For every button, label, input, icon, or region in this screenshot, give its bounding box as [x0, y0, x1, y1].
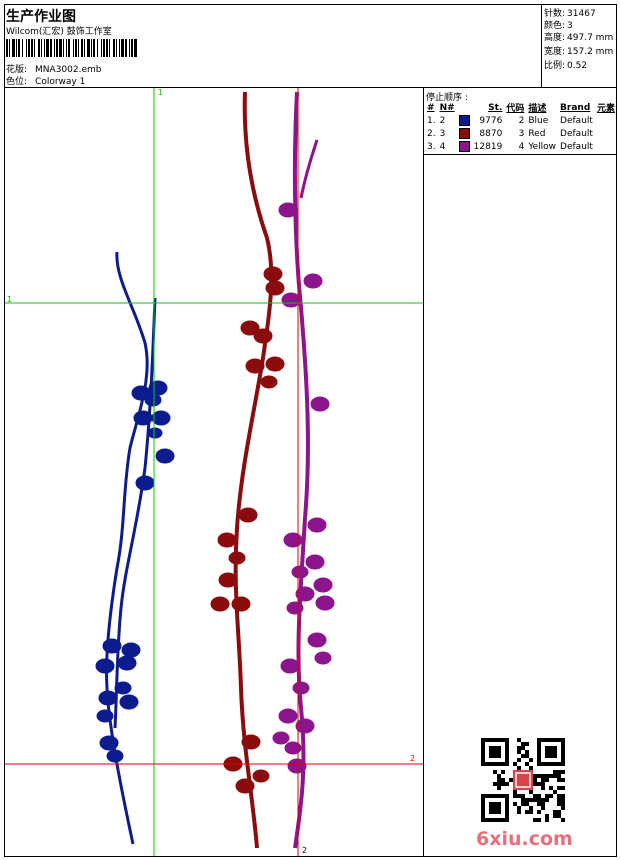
colorway-value: Colorway 1: [35, 77, 86, 87]
embroidery-preview: [5, 88, 423, 856]
stat-stitches: 针数: 31467: [544, 9, 596, 19]
table-row: 2. 3 8870 3 Red Default: [427, 128, 593, 139]
green-vertical-label: 1: [158, 88, 164, 97]
col-swatch: [457, 101, 472, 114]
table-row: 1. 2 9776 2 Blue Default: [427, 115, 593, 126]
col-description: 描述: [528, 104, 547, 114]
stat-scale: 比例: 0.52: [544, 61, 588, 71]
table-row: 3. 4 12819 4 Yellow Default: [427, 141, 593, 152]
stat-width: 宽度: 157.2 mm: [544, 47, 614, 57]
red-vertical-label: 2: [302, 846, 308, 855]
panel-divider: [423, 154, 617, 155]
colorway-label: 色位:: [6, 77, 28, 87]
colorway-line: 色位: Colorway 1: [6, 74, 85, 87]
color-swatch: [458, 141, 470, 152]
stop-sequence-panel: [423, 87, 617, 857]
stop-sequence-title: 停止顺序 :: [426, 93, 468, 103]
col-index: #: [427, 102, 435, 113]
green-horizontal-label: 1: [7, 295, 13, 304]
purple-vine: [272, 91, 335, 849]
col-stitches: St.: [488, 102, 503, 113]
col-code: 代码: [506, 104, 525, 114]
stop-sequence-table: # N# St. 代码 描述 Brand 元素 1. 2 9776 2 Blue…: [425, 101, 617, 153]
design-value: MNA3002.emb: [35, 65, 102, 75]
table-header-row: # N# St. 代码 描述 Brand 元素: [425, 101, 617, 115]
stat-colors: 颜色: 3: [544, 21, 573, 31]
col-element: 元素: [596, 104, 615, 114]
blue-vine: [95, 251, 175, 845]
color-swatch: [458, 115, 470, 126]
red-horizontal-label: 2: [410, 754, 416, 763]
design-label: 花版:: [6, 65, 28, 75]
col-brand: Brand: [560, 102, 591, 113]
page-subtitle: Wilcom(汇宏) 鼓饰工作室: [6, 27, 112, 37]
design-line: 花版: MNA3002.emb: [6, 62, 101, 75]
barcode-image: [6, 39, 137, 57]
color-swatch: [458, 128, 470, 139]
stat-height: 高度: 497.7 mm: [544, 33, 614, 43]
page-title: 生产作业图: [6, 9, 76, 25]
site-watermark: 6xiu.com: [476, 828, 573, 850]
red-vine: [210, 91, 285, 849]
qr-code-image: [481, 738, 565, 822]
col-needle: N#: [439, 102, 455, 113]
